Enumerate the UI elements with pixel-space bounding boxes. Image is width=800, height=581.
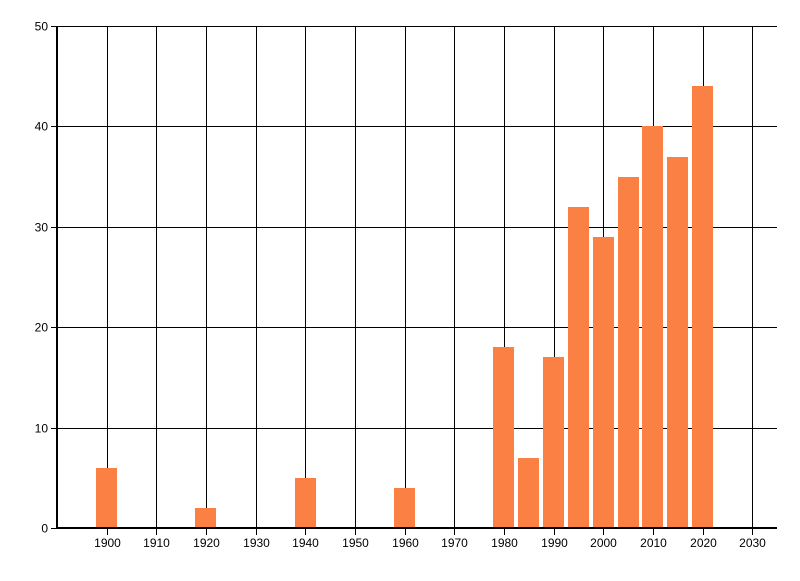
x-tick-label: 1910 [143, 536, 170, 550]
bar-1985 [518, 458, 539, 528]
bar-1960 [394, 488, 415, 528]
x-tick-label: 2000 [590, 536, 617, 550]
x-tick-label: 1970 [441, 536, 468, 550]
bar-1990 [543, 357, 564, 528]
bar-1920 [195, 508, 216, 528]
bar-1900 [96, 468, 117, 528]
bar-2005 [618, 177, 639, 528]
y-tick-label: 10 [35, 422, 49, 436]
y-tick-label: 20 [35, 321, 49, 335]
x-tick-label: 2020 [690, 536, 717, 550]
x-tick-label: 1950 [342, 536, 369, 550]
x-tick-label: 1900 [94, 536, 121, 550]
bar-2010 [642, 126, 663, 528]
x-tick-label: 1990 [541, 536, 568, 550]
y-tick-label: 50 [35, 20, 49, 34]
x-tick-label: 2030 [739, 536, 766, 550]
y-tick-label: 30 [35, 221, 49, 235]
x-tick-label: 1940 [292, 536, 319, 550]
bar-2015 [667, 157, 688, 528]
x-tick-label: 1930 [243, 536, 270, 550]
y-tick-label: 0 [41, 522, 48, 536]
x-tick-label: 2010 [640, 536, 667, 550]
bar-2000 [593, 237, 614, 528]
bar-1980 [493, 347, 514, 528]
x-tick-label: 1920 [193, 536, 220, 550]
x-tick-label: 1960 [392, 536, 419, 550]
y-tick-label: 40 [35, 120, 49, 134]
x-tick-label: 1980 [491, 536, 518, 550]
bar-1940 [295, 478, 316, 528]
bar-2020 [692, 86, 713, 528]
bar-1995 [568, 207, 589, 528]
